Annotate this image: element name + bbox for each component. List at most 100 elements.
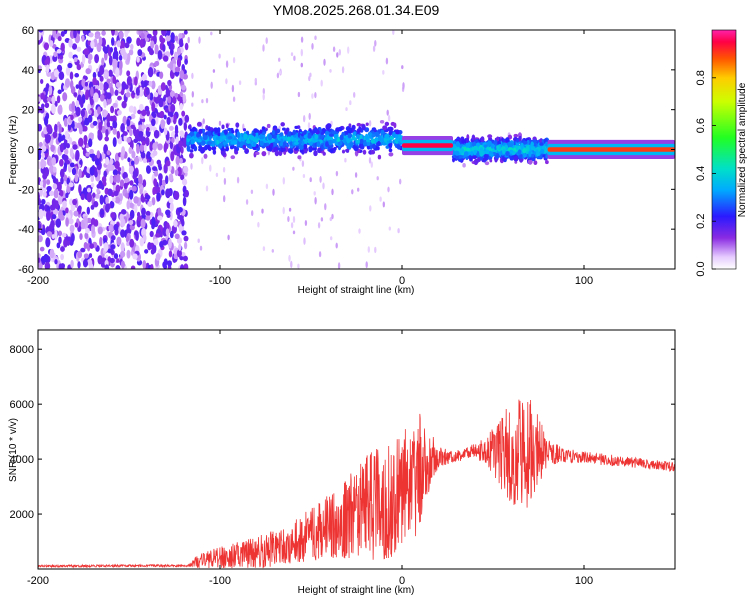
heatmap-cell bbox=[69, 224, 75, 233]
snr-frame bbox=[37, 329, 676, 570]
heatmap-cell bbox=[44, 59, 50, 66]
heatmap-cell bbox=[94, 170, 98, 178]
heatmap-cell bbox=[94, 158, 100, 166]
heatmap-cell bbox=[146, 151, 151, 159]
y-tick-label: 6000 bbox=[10, 399, 34, 411]
heatmap-cell bbox=[186, 145, 191, 152]
heatmap-cell bbox=[159, 110, 165, 119]
snr-y-label: SNR (10 * v/v) bbox=[8, 418, 19, 482]
heatmap-cell bbox=[90, 182, 95, 188]
heatmap-cell bbox=[502, 149, 506, 155]
heatmap-cell bbox=[94, 33, 100, 39]
heatmap-cell bbox=[395, 138, 400, 142]
heatmap-cell bbox=[125, 92, 131, 98]
y-tick-label: -20 bbox=[18, 184, 34, 196]
heatmap-cell bbox=[140, 32, 145, 40]
heatmap-cell bbox=[129, 202, 134, 209]
heatmap-cell bbox=[158, 97, 164, 108]
heatmap-cell bbox=[130, 43, 134, 51]
heatmap-cell bbox=[199, 245, 203, 251]
heatmap-cell bbox=[191, 91, 194, 98]
heatmap-cell bbox=[175, 136, 179, 145]
heatmap-cell bbox=[326, 123, 332, 129]
heatmap-cell bbox=[388, 148, 393, 153]
heatmap-cell bbox=[163, 264, 168, 269]
heatmap-cell bbox=[225, 123, 229, 129]
heatmap-cell bbox=[525, 145, 530, 152]
heatmap-cell bbox=[522, 148, 527, 154]
heatmap-cell bbox=[169, 90, 176, 98]
heatmap-cell bbox=[222, 141, 227, 145]
heatmap-cell bbox=[65, 207, 69, 214]
heatmap-cell bbox=[490, 153, 494, 158]
y-tick-label: 4000 bbox=[10, 454, 34, 466]
heatmap-cell bbox=[214, 128, 219, 134]
heatmap-cell bbox=[526, 139, 530, 145]
heatmap-cell bbox=[100, 262, 106, 268]
heatmap-cell bbox=[335, 242, 338, 249]
heatmap-cell bbox=[178, 140, 183, 148]
heatmap-cell bbox=[133, 138, 139, 144]
heatmap-cell bbox=[169, 202, 174, 212]
heatmap-cell bbox=[314, 91, 317, 99]
heatmap-cell bbox=[303, 237, 306, 245]
heatmap-cell bbox=[69, 79, 74, 90]
heatmap-cell bbox=[271, 129, 276, 136]
heatmap-cell bbox=[480, 136, 485, 143]
heatmap-cell bbox=[370, 149, 376, 155]
heatmap-cell bbox=[181, 110, 186, 117]
heatmap-cell bbox=[89, 243, 95, 249]
heatmap-cell bbox=[274, 150, 280, 157]
heatmap-cell bbox=[202, 135, 208, 141]
heatmap-cell bbox=[203, 145, 208, 151]
heatmap-cell bbox=[174, 233, 180, 240]
heatmap-cell bbox=[351, 124, 356, 131]
heatmap-cell bbox=[90, 204, 95, 210]
heatmap-cell bbox=[384, 133, 389, 139]
heatmap-cell bbox=[522, 140, 528, 145]
heatmap-cell bbox=[96, 188, 100, 194]
heatmap-cell bbox=[78, 124, 83, 135]
heatmap-cell bbox=[98, 36, 103, 46]
heatmap-cell bbox=[360, 144, 364, 150]
snr-y-axis: 2000 4000 6000 8000 bbox=[10, 344, 675, 521]
heatmap-cell bbox=[128, 165, 135, 175]
heatmap-cell bbox=[86, 167, 91, 174]
heatmap-cell bbox=[173, 254, 179, 260]
heatmap-cell bbox=[74, 73, 80, 78]
heatmap-cell bbox=[217, 142, 223, 149]
heatmap-cell bbox=[110, 244, 116, 250]
heatmap-cell bbox=[370, 161, 373, 168]
heatmap-cell bbox=[229, 145, 234, 150]
heatmap-cell bbox=[89, 166, 95, 176]
heatmap-cell bbox=[496, 136, 500, 142]
heatmap-cell bbox=[207, 126, 211, 132]
heatmap-cell bbox=[250, 189, 254, 195]
x-tick-label: 100 bbox=[575, 275, 593, 287]
heatmap-cell bbox=[371, 143, 377, 149]
heatmap-cell bbox=[201, 157, 204, 165]
heatmap-cell bbox=[325, 141, 329, 148]
heatmap-cell bbox=[57, 132, 63, 143]
heatmap-cell bbox=[227, 127, 232, 132]
heatmap-cell bbox=[182, 255, 188, 262]
heatmap-cell bbox=[163, 127, 168, 136]
heatmap-cell bbox=[320, 79, 323, 87]
heatmap-cell bbox=[164, 107, 170, 113]
heatmap-cell bbox=[53, 208, 59, 216]
heatmap-cell bbox=[123, 134, 127, 142]
heatmap-cell bbox=[122, 115, 127, 126]
heatmap-cell bbox=[290, 260, 293, 269]
heatmap-cell bbox=[179, 264, 185, 269]
heatmap-cell bbox=[365, 261, 368, 269]
heatmap-cell bbox=[82, 258, 88, 268]
heatmap-cell bbox=[63, 30, 68, 35]
heatmap-cell bbox=[517, 149, 522, 156]
heatmap-cell bbox=[52, 44, 57, 49]
heatmap-cell bbox=[175, 155, 180, 166]
heatmap-cell bbox=[75, 106, 81, 117]
heatmap-cell bbox=[142, 179, 147, 188]
heatmap-cell bbox=[203, 153, 208, 159]
heatmap-cell bbox=[320, 217, 324, 222]
heatmap-cell bbox=[157, 49, 163, 60]
